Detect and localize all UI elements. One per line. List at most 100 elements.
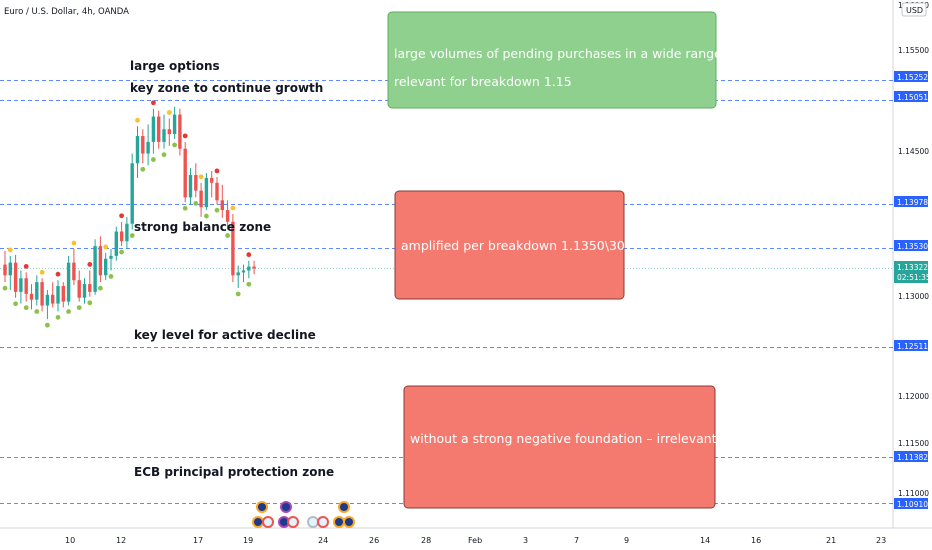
- level-tag: [894, 340, 928, 351]
- candle-body: [130, 163, 134, 224]
- signal-dot: [119, 213, 124, 219]
- candle-body: [146, 141, 150, 154]
- date-tick: 23: [876, 536, 886, 545]
- level-tag: [894, 451, 928, 462]
- event-icon-core: [282, 503, 290, 511]
- level-tag: [894, 196, 928, 207]
- signal-dot: [108, 274, 114, 279]
- event-icon-core: [264, 518, 272, 526]
- signal-dot: [76, 305, 82, 311]
- candle-body: [72, 262, 76, 281]
- candle-body: [88, 284, 92, 292]
- signal-dot: [55, 271, 61, 277]
- level-tag-text: 1.10910: [897, 500, 928, 509]
- candle-body: [151, 116, 156, 142]
- signal-dot: [2, 285, 8, 291]
- price-axis[interactable]: 1.16000 1.15500 1.14500 1.13000 1.12000 …: [898, 1, 929, 498]
- event-icon-core: [309, 518, 317, 526]
- signal-dot: [23, 305, 29, 311]
- level-tags: 1.15252 1.15051 1.13978 1.13530 1.12511 …: [894, 71, 928, 509]
- candle-body: [220, 200, 224, 211]
- signal-dot: [246, 252, 252, 258]
- candle-body: [157, 116, 161, 142]
- candle-body: [35, 282, 39, 300]
- current-price-countdown: 02:51:35: [897, 273, 931, 282]
- candle-body: [172, 114, 177, 135]
- green-box-line2: relevant for breakdown 1.15: [394, 74, 572, 89]
- price-tick: 1.13000: [898, 292, 929, 301]
- candle-body: [56, 286, 60, 304]
- signal-dot: [214, 207, 220, 213]
- signal-dot: [23, 263, 29, 269]
- level-tag: [894, 498, 928, 509]
- date-tick: 19: [243, 536, 253, 545]
- date-tick: 12: [116, 536, 126, 545]
- price-tick: 1.12000: [898, 392, 929, 401]
- red-note-box-bottom[interactable]: without a strong negative foundation – i…: [403, 385, 717, 509]
- signal-dot: [34, 309, 40, 314]
- level-tag: [894, 240, 928, 251]
- annotation-strong-balance: strong balance zone: [134, 220, 271, 234]
- candle-body: [125, 223, 129, 242]
- time-axis[interactable]: 10 12 17 19 24 26 28 Feb 3 7 9 14 16 21 …: [65, 536, 886, 545]
- candle-body: [61, 286, 65, 302]
- signal-dot: [135, 117, 140, 123]
- candle-body: [51, 294, 55, 304]
- date-tick: 9: [624, 536, 629, 545]
- candle-body: [29, 293, 34, 300]
- event-icon-core: [335, 518, 343, 526]
- signal-dot: [7, 247, 13, 253]
- candle-body: [3, 264, 7, 276]
- level-tag-text: 1.11382: [897, 453, 928, 462]
- signal-dot: [193, 201, 199, 206]
- candle-body: [109, 255, 113, 259]
- candle-body: [199, 190, 203, 208]
- candle-body: [8, 262, 12, 276]
- date-tick: 17: [193, 536, 203, 545]
- signal-dot: [182, 205, 188, 211]
- signal-dot: [166, 110, 172, 115]
- level-tag-text: 1.15051: [897, 93, 928, 102]
- date-tick: 10: [65, 536, 75, 545]
- candle-body: [188, 174, 193, 198]
- candle-body: [231, 221, 235, 276]
- price-tick: 1.11500: [898, 439, 929, 448]
- current-price-tag: 1.13322 02:51:35: [894, 261, 931, 283]
- signal-dot: [39, 269, 45, 275]
- annotation-key-level-decline: key level for active decline: [134, 328, 316, 342]
- signal-dot: [98, 285, 103, 291]
- signal-dot: [214, 168, 220, 174]
- current-price-value: 1.13322: [897, 263, 928, 272]
- signal-dot: [230, 205, 236, 211]
- economic-events[interactable]: [252, 501, 355, 528]
- red-box-bottom-bg: [403, 385, 716, 509]
- green-box-line1: large volumes of pending purchases in a …: [394, 46, 722, 61]
- red-note-box-middle[interactable]: amplified per breakdown 1.1350\30: [394, 190, 625, 300]
- level-tag: [894, 71, 928, 82]
- level-tag-text: 1.12511: [897, 342, 928, 351]
- signal-dot: [235, 291, 241, 297]
- annotation-ecb-zone: ECB principal protection zone: [134, 465, 334, 479]
- signal-dot: [66, 309, 71, 314]
- candle-body: [194, 174, 198, 191]
- price-tick: 1.11000: [898, 489, 929, 498]
- signal-dots: [2, 100, 252, 328]
- signal-dot: [45, 322, 50, 328]
- green-note-box[interactable]: large volumes of pending purchases in a …: [387, 11, 722, 109]
- signal-dot: [151, 157, 156, 162]
- date-tick: 16: [751, 536, 761, 545]
- signal-dot: [161, 152, 167, 158]
- candle-body: [114, 231, 118, 256]
- level-tag-text: 1.15252: [897, 73, 928, 82]
- date-tick: 7: [574, 536, 579, 545]
- candle-body: [13, 262, 18, 292]
- red-box-middle-bg: [394, 190, 625, 300]
- currency-badge[interactable]: [901, 2, 927, 17]
- annotation-large-options: large options: [130, 59, 220, 73]
- candle-body: [19, 278, 23, 292]
- candle-body: [141, 136, 145, 154]
- date-tick: 24: [318, 536, 328, 545]
- event-icon-core: [254, 518, 262, 526]
- signal-dot: [182, 133, 188, 139]
